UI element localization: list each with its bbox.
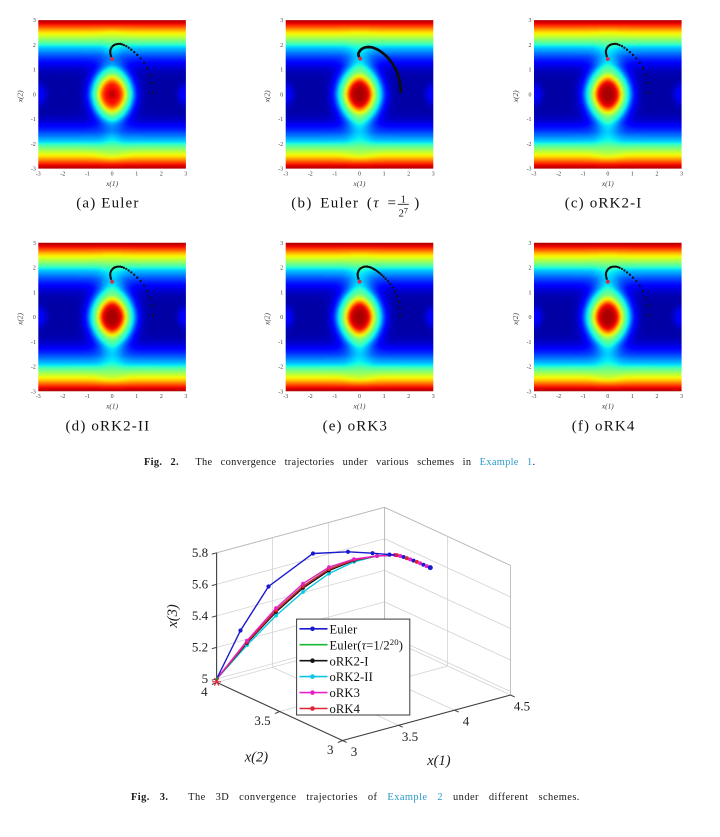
svg-text:x(1): x(1) <box>426 753 451 769</box>
svg-text:5: 5 <box>202 671 209 686</box>
svg-text:x(3): x(3) <box>165 604 181 629</box>
svg-text:4: 4 <box>201 684 208 699</box>
svg-text:27: 27 <box>399 206 408 219</box>
svg-text:(a) Euler: (a) Euler <box>76 196 139 212</box>
svg-text:Euler: Euler <box>330 622 358 636</box>
svg-text:3.5: 3.5 <box>254 713 270 728</box>
svg-text:x(2): x(2) <box>244 750 269 766</box>
svg-text:4: 4 <box>463 714 470 729</box>
svg-text:oRK2-I: oRK2-I <box>330 654 369 668</box>
svg-text:5.2: 5.2 <box>192 640 208 655</box>
svg-text:3: 3 <box>327 742 334 757</box>
svg-text:): ) <box>414 196 419 212</box>
svg-text:4.5: 4.5 <box>514 699 530 714</box>
svg-text:(d) oRK2-II: (d) oRK2-II <box>66 418 151 434</box>
svg-text:(b) Euler (τ =: (b) Euler (τ = <box>291 196 397 212</box>
svg-text:Euler(τ=1/220): Euler(τ=1/220) <box>330 637 404 652</box>
svg-text:3.5: 3.5 <box>402 729 418 744</box>
svg-text:3: 3 <box>351 744 358 759</box>
svg-text:(e) oRK3: (e) oRK3 <box>323 418 388 434</box>
svg-text:1: 1 <box>401 194 406 205</box>
svg-text:(f) oRK4: (f) oRK4 <box>572 418 636 434</box>
svg-text:oRK2-II: oRK2-II <box>330 670 373 684</box>
svg-text:5.4: 5.4 <box>192 608 209 623</box>
svg-text:(c) oRK2-I: (c) oRK2-I <box>565 196 643 212</box>
svg-text:oRK3: oRK3 <box>330 686 361 700</box>
svg-text:5.8: 5.8 <box>192 545 208 560</box>
svg-text:5.6: 5.6 <box>192 577 209 592</box>
svg-text:oRK4: oRK4 <box>330 702 361 716</box>
